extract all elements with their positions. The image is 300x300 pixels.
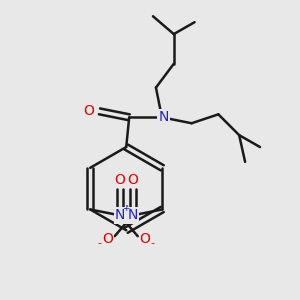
Text: O: O [102, 232, 113, 246]
Text: -: - [98, 238, 102, 248]
Text: N: N [127, 208, 138, 222]
Text: +: + [122, 204, 130, 213]
Text: +: + [123, 204, 130, 213]
Text: O: O [84, 104, 94, 118]
Text: O: O [127, 173, 138, 187]
Text: N: N [115, 208, 125, 222]
Text: N: N [158, 110, 169, 124]
Text: O: O [115, 173, 125, 187]
Text: O: O [140, 232, 151, 246]
Text: -: - [151, 238, 154, 248]
